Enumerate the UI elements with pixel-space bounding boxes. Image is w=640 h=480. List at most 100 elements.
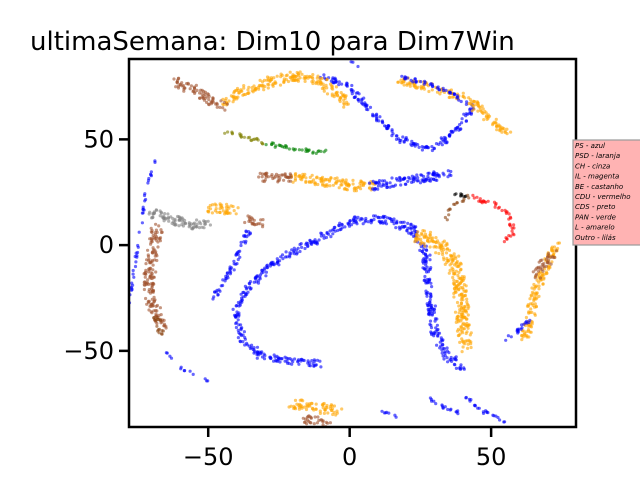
data-point: [310, 359, 314, 363]
data-point: [213, 290, 217, 294]
data-point: [159, 313, 163, 317]
data-point: [207, 93, 211, 97]
data-point: [283, 355, 287, 359]
data-point: [404, 136, 408, 140]
data-point: [334, 181, 338, 185]
data-point: [529, 307, 533, 311]
data-point: [314, 402, 318, 406]
legend-entry: PSD - laranja: [575, 152, 620, 160]
data-point: [298, 76, 302, 80]
data-point: [146, 253, 150, 257]
data-point: [241, 290, 245, 295]
data-point: [462, 341, 466, 345]
data-point: [181, 224, 185, 228]
data-point: [296, 246, 300, 250]
data-point: [293, 398, 298, 402]
data-point: [221, 209, 225, 213]
data-point: [214, 203, 218, 207]
data-point: [427, 89, 431, 94]
data-point: [369, 218, 373, 222]
data-point: [252, 218, 256, 222]
data-point: [288, 251, 292, 255]
data-point: [325, 86, 329, 90]
data-point: [413, 77, 417, 81]
data-point: [552, 245, 557, 249]
data-point: [260, 350, 264, 354]
data-point: [203, 222, 207, 226]
data-point: [303, 420, 307, 424]
data-point: [166, 216, 171, 220]
data-point: [308, 404, 312, 408]
data-point: [533, 276, 537, 280]
data-point: [258, 277, 262, 281]
data-point: [308, 175, 312, 179]
data-point: [413, 225, 417, 229]
data-point: [384, 219, 388, 223]
data-point: [314, 363, 318, 367]
data-point: [516, 330, 521, 334]
y-tick-label: 50: [83, 125, 114, 153]
data-point: [158, 236, 163, 240]
data-point: [332, 404, 336, 408]
data-point: [495, 125, 499, 129]
data-point: [442, 357, 446, 361]
data-point: [236, 328, 240, 332]
data-point: [425, 277, 429, 282]
data-point: [207, 102, 211, 106]
data-point: [254, 275, 259, 279]
data-point: [422, 241, 426, 245]
plot-frame: [127, 57, 578, 429]
data-point: [418, 181, 423, 185]
data-point: [276, 260, 280, 264]
series-10: [289, 172, 377, 193]
data-point: [442, 239, 446, 243]
data-point: [452, 357, 456, 361]
data-point: [443, 351, 447, 355]
data-point: [333, 76, 337, 80]
data-point: [506, 334, 510, 338]
data-point: [461, 285, 465, 290]
data-point: [297, 148, 301, 152]
series-32: [179, 365, 210, 383]
data-point: [191, 372, 195, 376]
data-point: [400, 74, 404, 78]
data-point: [448, 91, 452, 95]
data-point: [428, 300, 432, 304]
data-point: [221, 106, 225, 110]
data-point: [526, 303, 530, 307]
data-point: [154, 222, 158, 226]
data-point: [500, 126, 504, 130]
data-point: [491, 413, 495, 417]
data-point: [191, 227, 195, 231]
data-point: [477, 105, 481, 109]
data-point: [472, 403, 477, 407]
data-point: [453, 255, 457, 259]
data-point: [416, 230, 420, 234]
data-point: [155, 317, 160, 321]
data-point: [419, 237, 423, 241]
data-point: [317, 149, 321, 153]
data-point: [232, 259, 236, 263]
data-point: [260, 83, 264, 87]
data-point: [420, 173, 424, 177]
data-point: [314, 151, 318, 155]
series-19: [243, 214, 265, 229]
x-tick-label: −50: [183, 443, 234, 471]
data-point: [243, 220, 247, 225]
data-point: [469, 331, 473, 335]
data-point: [267, 76, 271, 80]
data-point: [159, 228, 163, 232]
data-point: [454, 126, 459, 130]
data-point: [225, 102, 229, 106]
data-point: [396, 80, 401, 84]
data-point: [287, 405, 291, 409]
data-point: [532, 287, 536, 291]
data-point: [435, 86, 439, 90]
data-point: [533, 297, 537, 301]
data-point: [423, 244, 427, 248]
data-point: [311, 79, 315, 83]
data-point: [161, 329, 165, 333]
data-point: [504, 210, 508, 214]
data-point: [427, 177, 431, 181]
